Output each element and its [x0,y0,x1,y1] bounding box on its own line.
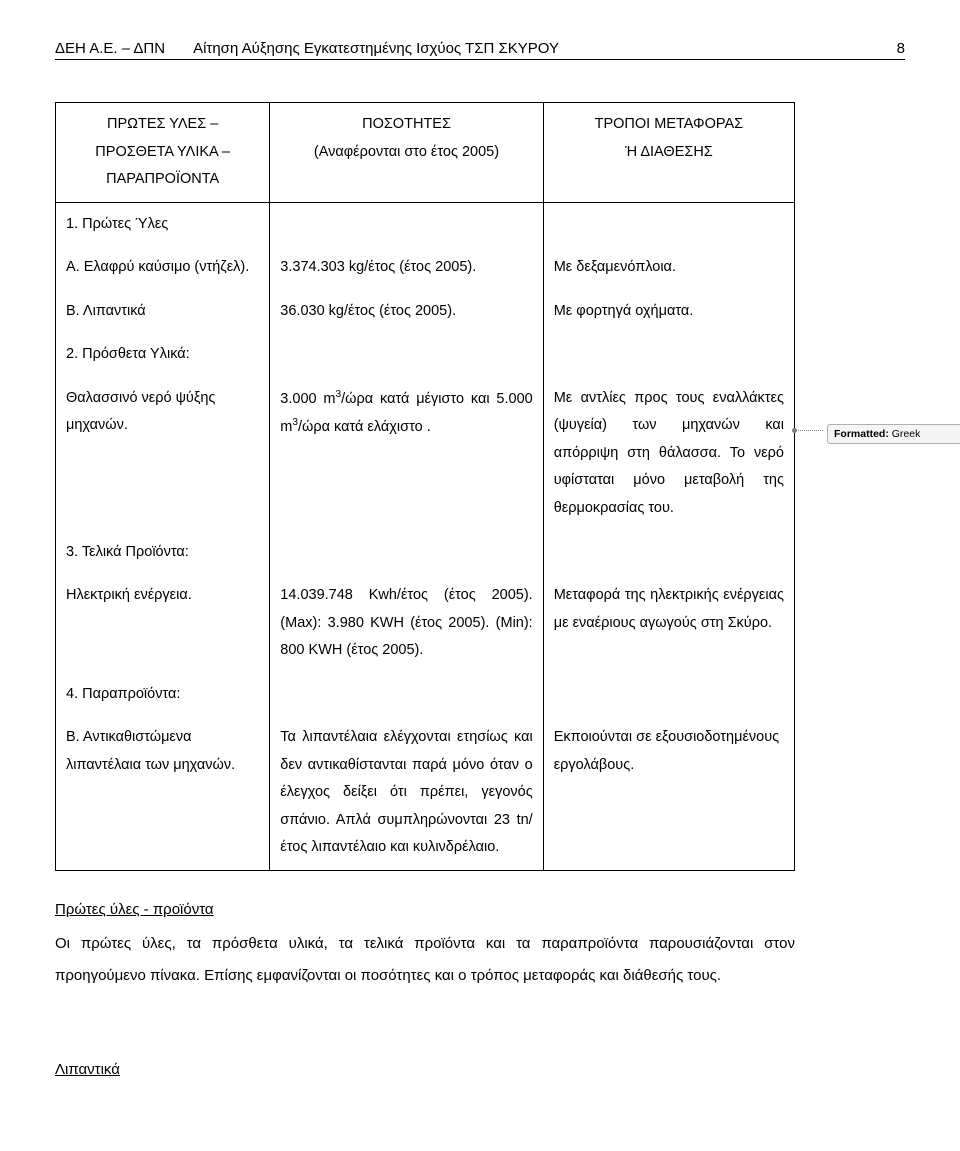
cell: 3. Τελικά Προϊόντα: [56,531,270,575]
cell: 2. Πρόσθετα Υλικά: [56,333,270,377]
comment-label: Formatted: [834,428,889,440]
cell: 4. Παραπροϊόντα: [56,673,270,717]
cell [270,333,543,377]
cell [543,531,794,575]
cell: Εκποιούνται σε εξουσιοδοτημένους εργολάβ… [543,716,794,870]
cell: 1. Πρώτες Ύλες [56,202,270,246]
cell: 3.000 m3/ώρα κατά μέγιστο και 5.000 m3/ώ… [270,377,543,531]
cell: Μεταφορά της ηλεκτρικής ενέργειας με ενα… [543,574,794,673]
page-header: ΔΕΗ Α.Ε. – ΔΠΝ Αίτηση Αύξησης Εγκατεστημ… [55,40,905,60]
cell [543,333,794,377]
cell: Α. Ελαφρύ καύσιμο (ντήζελ). [56,246,270,290]
col-header-quantities-line1: ΠΟΣΟΤΗΤΕΣ [362,116,451,132]
col-header-quantities-line2: (Αναφέρονται στο έτος 2005) [314,144,499,160]
cell: Β. Αντικαθιστώμενα λιπαντέλαια των μηχαν… [56,716,270,870]
col-header-transport: ΤΡΟΠΟΙ ΜΕΤΑΦΟΡΑΣ Ή ΔΙΑΘΕΣΗΣ [543,103,794,203]
comment-value: Greek [892,428,921,440]
table-row: 1. Πρώτες Ύλες [56,202,795,246]
comment-connector-line [795,430,823,431]
section-heading-raw-materials: Πρώτες ύλες - προϊόντα [55,901,905,918]
materials-table: ΠΡΩΤΕΣ ΥΛΕΣ – ΠΡΟΣΘΕΤΑ ΥΛΙΚΑ – ΠΑΡΑΠΡΟΪΟ… [55,102,795,871]
header-page-number: 8 [897,40,905,57]
comment-balloon: Formatted: Greek [827,424,960,444]
col-header-transport-line1: ΤΡΟΠΟΙ ΜΕΤΑΦΟΡΑΣ [595,116,743,132]
table-row: Β. Λιπαντικά 36.030 kg/έτος (έτος 2005).… [56,290,795,334]
cell [270,531,543,575]
col-header-materials: ΠΡΩΤΕΣ ΥΛΕΣ – ΠΡΟΣΘΕΤΑ ΥΛΙΚΑ – ΠΑΡΑΠΡΟΪΟ… [56,103,270,203]
cell: 14.039.748 Kwh/έτος (έτος 2005). (Max): … [270,574,543,673]
cell: Με αντλίες προς τους εναλλάκτες (ψυγεία)… [543,377,794,531]
cell: Με δεξαμενόπλοια. [543,246,794,290]
table-row: 3. Τελικά Προϊόντα: [56,531,795,575]
cell: Β. Λιπαντικά [56,290,270,334]
table-row: Θαλασσινό νερό ψύξης μηχανών. 3.000 m3/ώ… [56,377,795,531]
cell [543,673,794,717]
cell: 3.374.303 kg/έτος (έτος 2005). [270,246,543,290]
cell: Θαλασσινό νερό ψύξης μηχανών. [56,377,270,531]
table-row: Α. Ελαφρύ καύσιμο (ντήζελ). 3.374.303 kg… [56,246,795,290]
header-title: Αίτηση Αύξησης Εγκατεστημένης Ισχύος ΤΣΠ… [193,40,559,57]
col-header-quantities: ΠΟΣΟΤΗΤΕΣ (Αναφέρονται στο έτος 2005) [270,103,543,203]
cell [270,202,543,246]
cell [543,202,794,246]
table-row: Β. Αντικαθιστώμενα λιπαντέλαια των μηχαν… [56,716,795,870]
table-row: Ηλεκτρική ενέργεια. 14.039.748 Kwh/έτος … [56,574,795,673]
table-row: 4. Παραπροϊόντα: [56,673,795,717]
col-header-transport-line2: Ή ΔΙΑΘΕΣΗΣ [625,144,713,160]
section-heading-lubricants: Λιπαντικά [55,1061,905,1078]
cell: Τα λιπαντέλαια ελέγχονται ετησίως και δε… [270,716,543,870]
cell [270,673,543,717]
cell: Ηλεκτρική ενέργεια. [56,574,270,673]
cell: Με φορτηγά οχήματα. [543,290,794,334]
text-fragment: /ώρα κατά ελάχιστο . [298,419,431,435]
cell: 36.030 kg/έτος (έτος 2005). [270,290,543,334]
text-fragment: 3.000 m [280,391,335,407]
table-row: 2. Πρόσθετα Υλικά: [56,333,795,377]
header-org: ΔΕΗ Α.Ε. – ΔΠΝ [55,40,165,57]
section-paragraph: Οι πρώτες ύλες, τα πρόσθετα υλικά, τα τε… [55,928,795,991]
